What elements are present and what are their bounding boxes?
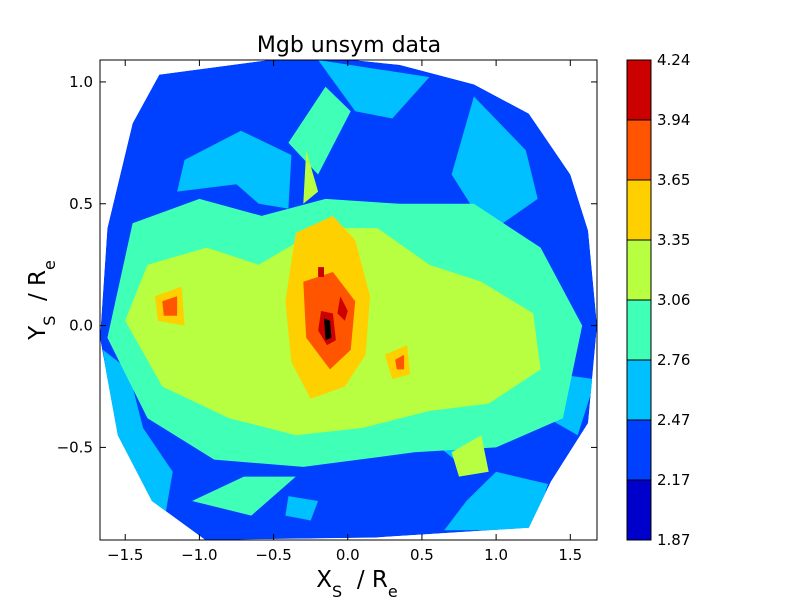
contour-region-level-8	[324, 318, 332, 341]
contour-region-level-3	[288, 86, 351, 175]
chart-title: Mgb unsym data	[257, 33, 441, 58]
y-tick-label: 1.0	[69, 73, 93, 91]
contour-region-level-6	[395, 354, 405, 370]
y-tick-label: 0.5	[69, 195, 93, 213]
x-tick-label: −1.0	[181, 546, 217, 564]
contour-region-level-3	[192, 476, 296, 516]
contour-fill	[100, 60, 597, 540]
y-tick-label: 0.0	[69, 317, 93, 335]
colorbar: 1.87 2.17 2.47 2.76 3.06 3.35 3.65 3.94 4.24	[626, 51, 690, 549]
x-tick-label: 0.5	[410, 546, 434, 564]
contour-region-level-4	[303, 150, 319, 204]
colorbar-band	[627, 480, 651, 541]
plot-area	[100, 60, 597, 540]
contour-region-level-2	[318, 60, 430, 119]
colorbar-band	[627, 360, 651, 421]
contour-region-level-2	[444, 471, 548, 531]
colorbar-tick-label: 3.06	[657, 291, 690, 309]
contour-region-level-2	[285, 496, 319, 521]
colorbar-band	[627, 180, 651, 241]
contour-region-level-2	[103, 349, 173, 533]
axes-frame	[99, 59, 598, 541]
colorbar-band	[627, 60, 651, 121]
x-tick-label: 0.0	[336, 546, 360, 564]
contour-region-level-2	[451, 96, 538, 233]
contour-region-level-6	[162, 296, 178, 316]
contour-region-level-7	[337, 296, 348, 321]
colorbar-tick-label: 2.47	[657, 411, 690, 429]
colorbar-band	[627, 300, 651, 361]
x-axis: −1.5 −1.0 −0.5 0.0 0.5 1.0 1.5	[107, 60, 582, 564]
contour-region-level-7	[318, 267, 324, 277]
y-axis: −0.5 0.0 0.5 1.0	[57, 73, 597, 456]
colorbar-tick-label: 2.76	[657, 351, 690, 369]
contour-region-level-1	[488, 94, 523, 136]
contour-region-level-1	[389, 125, 405, 175]
contour-region-level-2	[177, 130, 292, 209]
colorbar-tick-label: 3.65	[657, 171, 690, 189]
contour-region-level-4	[451, 435, 489, 477]
colorbar-tick-label: 3.94	[657, 111, 690, 129]
colorbar-bands	[627, 60, 651, 541]
colorbar-band	[627, 240, 651, 301]
y-axis-label: YS / Re	[25, 260, 59, 341]
x-axis-label: XS / Re	[316, 567, 397, 600]
colorbar-tick-label: 4.24	[657, 51, 690, 69]
colorbar-tick-label: 3.35	[657, 231, 690, 249]
y-tick-label: −0.5	[57, 438, 93, 456]
colorbar-tick-label: 1.87	[657, 531, 690, 549]
colorbar-band	[627, 420, 651, 481]
x-tick-label: −1.5	[107, 546, 143, 564]
x-tick-label: −0.5	[255, 546, 291, 564]
colorbar-ticks: 1.87 2.17 2.47 2.76 3.06 3.35 3.65 3.94 4.24	[627, 51, 690, 549]
colorbar-tick-label: 2.17	[657, 471, 690, 489]
colorbar-band	[627, 120, 651, 181]
x-tick-label: 1.0	[484, 546, 508, 564]
x-tick-label: 1.5	[558, 546, 582, 564]
